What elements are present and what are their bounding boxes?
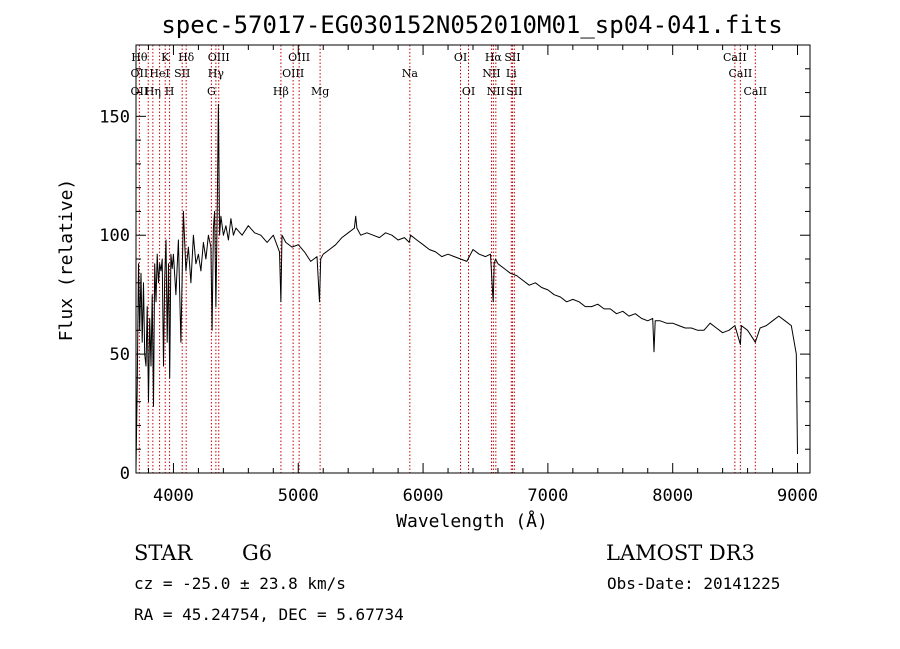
line-marker-label: Hγ (208, 67, 225, 80)
y-axis-label: Flux (relative) (56, 179, 77, 342)
line-marker-label: NII (487, 85, 505, 98)
line-marker-label: OI (462, 85, 475, 98)
line-marker-label: Mg (311, 85, 329, 98)
line-marker-label: OI (454, 51, 467, 64)
x-tick-label: 8000 (652, 486, 693, 506)
line-marker-label: CaII (743, 85, 767, 98)
obs-date: Obs-Date: 20141225 (607, 574, 780, 593)
line-marker-label: Li (506, 67, 517, 80)
y-tick-label: 150 (99, 107, 130, 127)
line-marker-label: CaII (723, 51, 747, 64)
line-marker-label: OIII (282, 67, 304, 80)
spectrum-line (135, 103, 798, 469)
line-marker-label: H (165, 85, 175, 98)
line-marker-label: OIII (288, 51, 310, 64)
x-axis-label: Wavelength (Å) (396, 510, 548, 532)
spectrum-layer (135, 103, 798, 469)
line-marker-label: K (161, 51, 170, 64)
line-marker-label: Hα (485, 51, 503, 64)
line-marker-label: OII (131, 67, 149, 80)
object-subclass: G6 (242, 541, 272, 565)
plot-frame (135, 44, 811, 474)
y-tick-label: 0 (120, 464, 130, 484)
line-marker-label: HeI (149, 67, 169, 80)
line-marker-label: Hθ (131, 51, 148, 64)
survey-name: LAMOST DR3 (606, 541, 755, 565)
line-marker-label: OIII (208, 51, 230, 64)
x-tick-label: 7000 (527, 486, 568, 506)
axis-ticks (136, 45, 810, 474)
x-tick-label: 9000 (777, 486, 818, 506)
object-class: STAR (134, 541, 193, 565)
redshift-cz: cz = -25.0 ± 23.8 km/s (134, 574, 346, 593)
line-marker-label: Na (402, 67, 419, 80)
line-marker-label: NII (482, 67, 500, 80)
coordinates: RA = 45.24754, DEC = 5.67734 (134, 605, 404, 624)
line-marker-label: Hβ (273, 85, 289, 98)
y-tick-label: 100 (99, 226, 130, 246)
line-marker-labels: HθOIIOIIHηHeIKHSIIHδGHγOIIIHβOIIIOIIIMgN… (131, 51, 768, 98)
line-marker-label: G (207, 85, 216, 98)
line-marker-label: SII (506, 85, 522, 98)
y-tick-labels: 0 50 100 150 (99, 107, 130, 484)
chart-title: spec-57017-EG030152N052010M01_sp04-041.f… (161, 11, 782, 39)
line-marker-label: SII (174, 67, 190, 80)
line-marker-label: SII (504, 51, 520, 64)
line-marker-label: Hδ (178, 51, 195, 64)
line-marker-label: OII (131, 85, 149, 98)
line-markers (138, 45, 756, 473)
x-tick-label: 4000 (153, 486, 194, 506)
x-tick-labels: 4000 5000 6000 7000 8000 9000 (153, 486, 818, 506)
y-tick-label: 50 (110, 345, 130, 365)
line-marker-label: Hη (145, 85, 161, 98)
x-tick-label: 6000 (403, 486, 444, 506)
x-tick-label: 5000 (278, 486, 319, 506)
line-marker-label: CaII (729, 67, 753, 80)
